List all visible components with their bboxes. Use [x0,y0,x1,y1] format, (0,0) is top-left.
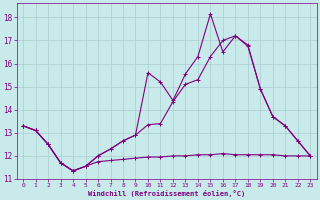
X-axis label: Windchill (Refroidissement éolien,°C): Windchill (Refroidissement éolien,°C) [88,190,245,197]
